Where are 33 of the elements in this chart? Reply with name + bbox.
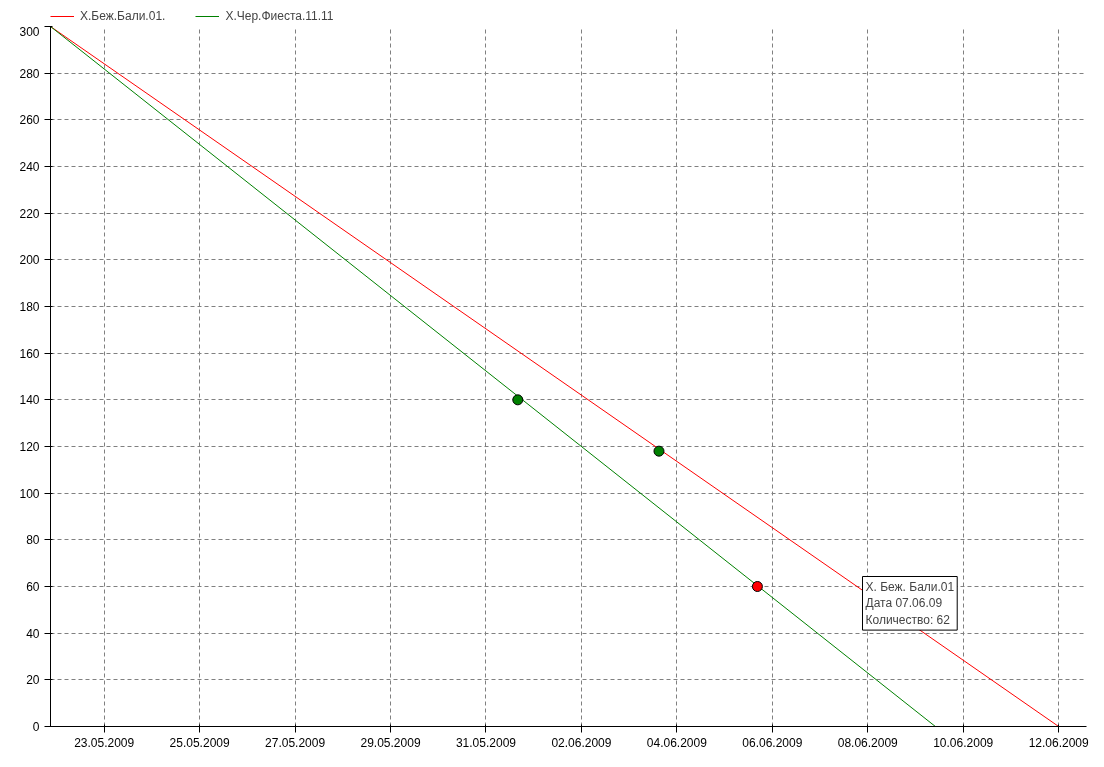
x-tick-label: 31.05.2009 [455, 735, 517, 750]
y-tick-label: 240 [19, 160, 40, 174]
y-tick-label: 200 [19, 253, 40, 268]
y-tick-label: 120 [19, 440, 40, 454]
y-tick-label: 180 [19, 300, 40, 314]
x-tick-label: 29.05.2009 [360, 735, 421, 750]
y-tick-label: 280 [19, 66, 40, 81]
x-tick-label: 02.06.2009 [551, 735, 612, 750]
x-tick-label: 12.06.2009 [1028, 735, 1090, 750]
x-tick-label: 06.06.2009 [742, 735, 803, 750]
point [512, 394, 524, 406]
x-tick-label: 08.06.2009 [837, 735, 899, 750]
y-tick-label: 0 [32, 720, 40, 734]
x-tick-label: 10.06.2009 [933, 735, 994, 750]
annotation: X. Беж. Бали.01 Дата 07.06.09 Количество: 62 [865, 579, 955, 628]
y-tick-label: 60 [26, 580, 40, 594]
y-tick-label: 260 [19, 113, 40, 128]
y-tick-label: 80 [26, 533, 40, 548]
x-tick-label: 27.05.2009 [265, 735, 326, 750]
x-tick-label: 23.05.2009 [74, 735, 135, 750]
legend-label: X.Беж.Бали.01. [80, 9, 166, 23]
point [751, 581, 763, 592]
legend-label: X.Чер.Фиеста.11.11 [225, 9, 334, 23]
x-tick-label: 04.06.2009 [646, 735, 708, 750]
x-tick-label: 25.05.2009 [169, 735, 230, 750]
y-tick-label: 300 [19, 24, 40, 39]
y-tick-label: 140 [19, 393, 40, 408]
y-tick-label: 40 [26, 626, 40, 641]
y-tick-label: 20 [26, 673, 40, 688]
y-tick-label: 100 [19, 486, 40, 501]
y-tick-label: 220 [19, 206, 40, 221]
point [653, 445, 665, 457]
y-tick-label: 160 [19, 346, 40, 361]
